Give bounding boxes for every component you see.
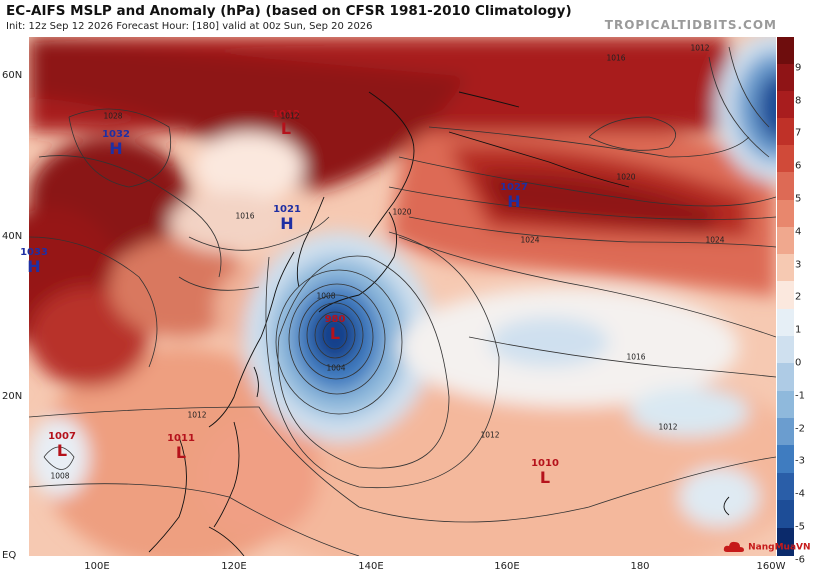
center-value: 980 <box>324 314 346 325</box>
lon-label-120e: 120E <box>221 561 247 572</box>
high-center-korea: 1021 H <box>273 205 301 232</box>
colorbar-tick: -6 <box>795 554 805 566</box>
colorbar-segment <box>777 64 794 91</box>
colorbar-tick: 5 <box>795 193 802 205</box>
lon-label-160w: 160W <box>756 561 786 572</box>
colorbar-tick: 4 <box>795 226 802 238</box>
center-letter: L <box>329 324 341 343</box>
map-subtitle: Init: 12z Sep 12 2026 Forecast Hour: [18… <box>6 21 373 32</box>
lon-label-140e: 140E <box>358 561 384 572</box>
colorbar-segment <box>777 309 794 336</box>
colorbar-tick: 6 <box>795 160 802 172</box>
colorbar-tick: -2 <box>795 423 805 435</box>
isobar-label: 1012 <box>280 111 300 121</box>
logo-text: NangMuaVN <box>748 542 811 553</box>
lon-label-100e: 100E <box>84 561 110 572</box>
colorbar-tick: -4 <box>795 488 805 500</box>
center-value: 1027 <box>500 182 528 193</box>
colorbar-tick: 9 <box>795 62 802 74</box>
colorbar-tick: -5 <box>795 521 805 533</box>
center-letter: L <box>175 443 187 462</box>
colorbar-segment <box>777 281 794 309</box>
high-center-mongolia: 1032 H <box>102 130 130 157</box>
center-letter: H <box>280 214 294 233</box>
center-value: 1010 <box>531 458 559 469</box>
colorbar-tick: 7 <box>795 127 802 139</box>
colorbar-segment <box>777 418 794 445</box>
isobar-label: 1004 <box>326 363 346 373</box>
center-letter: L <box>539 468 551 487</box>
colorbar-segment <box>777 172 794 200</box>
isobar-label: 1024 <box>520 235 540 245</box>
low-center-northeast-china: 1012 L <box>272 110 300 137</box>
center-letter: H <box>27 257 41 276</box>
colorbar-segment <box>777 145 794 172</box>
center-letter: L <box>56 441 68 460</box>
isobar-label: 1008 <box>316 291 336 301</box>
colorbar-tick: -1 <box>795 390 805 402</box>
isobars <box>29 46 776 556</box>
lon-label-180: 180 <box>630 561 650 572</box>
nangmuavn-logo: NangMuaVN <box>723 540 811 554</box>
low-center-south-china-sea: 1011 L <box>167 434 195 461</box>
high-center-north-pacific: 1027 H <box>500 183 528 210</box>
isobar-label: 1020 <box>616 172 636 182</box>
center-value: 1007 <box>48 431 76 442</box>
colorbar-tick: 1 <box>795 324 802 336</box>
colorbar-segment <box>777 500 794 528</box>
colorbar-segment <box>777 91 794 118</box>
isobar-label: 1016 <box>626 352 646 362</box>
isobar-label: 1008 <box>50 471 70 481</box>
center-value: 1032 <box>102 129 130 140</box>
center-letter: H <box>507 192 521 211</box>
center-value: 1011 <box>167 433 195 444</box>
center-letter: L <box>280 119 292 138</box>
coastlines <box>148 91 730 556</box>
colorbar-tick: 3 <box>795 259 802 271</box>
colorbar-segment <box>777 118 794 145</box>
colorbar-segment <box>777 528 794 556</box>
low-center-bay-of-bengal: 1007 L <box>48 432 76 459</box>
colorbar-segment <box>777 445 794 473</box>
colorbar-segment <box>777 336 794 363</box>
center-value: 1021 <box>273 204 301 215</box>
map-title: EC-AIFS MSLP and Anomaly (hPa) (based on… <box>6 3 572 19</box>
mslp-anomaly-field <box>29 37 776 556</box>
site-watermark: TROPICALTIDBITS.COM <box>604 18 777 32</box>
cloud-icon <box>723 541 744 552</box>
lat-label-eq: EQ <box>2 550 17 561</box>
colorbar-tick: 0 <box>795 357 802 369</box>
lon-label-160e: 160E <box>494 561 520 572</box>
map-panel <box>29 37 776 556</box>
center-letter: H <box>109 139 123 158</box>
isobar-label: 1012 <box>690 43 710 53</box>
isobar-label: 1024 <box>705 235 725 245</box>
colorbar-segment <box>777 363 794 391</box>
low-center-central-pacific: 1010 L <box>531 459 559 486</box>
colorbar-tick: -3 <box>795 455 805 467</box>
lat-label-40n: 40N <box>2 231 23 242</box>
isobar-label: 1012 <box>658 422 678 432</box>
isobar-label: 1016 <box>235 211 255 221</box>
isobar-label: 1012 <box>480 430 500 440</box>
colorbar-segment <box>777 37 794 64</box>
center-value: 1012 <box>272 109 300 120</box>
isobar-label: 1028 <box>103 111 123 121</box>
isobar-label: 1016 <box>606 53 626 63</box>
colorbar-tick: 2 <box>795 291 802 303</box>
isobar-label: 1020 <box>392 207 412 217</box>
colorbar-segment <box>777 473 794 500</box>
lat-label-60n: 60N <box>2 70 23 81</box>
isobar-label: 1012 <box>187 410 207 420</box>
high-center-tibet: 1033 H <box>20 248 48 275</box>
colorbar-segment <box>777 200 794 227</box>
anomaly-colorbar <box>777 37 794 556</box>
colorbar-segment <box>777 391 794 418</box>
lat-label-20n: 20N <box>2 391 23 402</box>
colorbar-segment <box>777 254 794 281</box>
center-value: 1033 <box>20 247 48 258</box>
colorbar-tick: 8 <box>795 95 802 107</box>
colorbar-segment <box>777 227 794 254</box>
low-center-typhoon: 980 L <box>325 315 346 342</box>
